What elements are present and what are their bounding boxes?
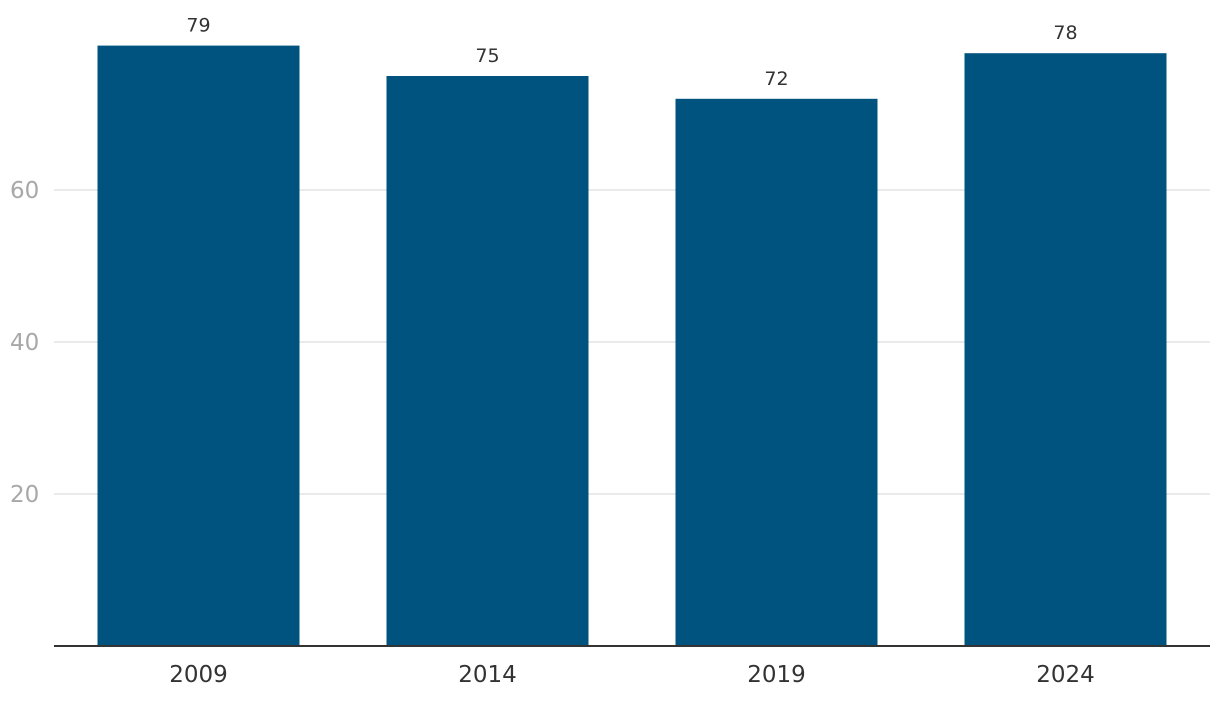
bar-2014: [386, 76, 589, 646]
x-tick-label-2009: 2009: [169, 662, 228, 688]
data-label-2014: 75: [475, 45, 499, 67]
x-tick-label-2019: 2019: [747, 662, 806, 688]
y-axis-ticks: 20 40 60: [10, 178, 39, 508]
data-label-2024: 78: [1053, 22, 1077, 44]
y-tick-label: 20: [10, 482, 39, 508]
data-label-2009: 79: [186, 15, 210, 37]
x-axis-ticks: 2009 2014 2019 2024: [169, 662, 1095, 688]
bars: [97, 45, 1167, 647]
x-tick-label-2024: 2024: [1036, 662, 1095, 688]
bar-2019: [675, 98, 878, 647]
data-label-2019: 72: [764, 68, 788, 90]
data-labels: 79 75 72 78: [186, 15, 1077, 90]
bar-2024: [964, 53, 1167, 646]
x-tick-label-2014: 2014: [458, 662, 517, 688]
y-tick-label: 60: [10, 178, 39, 204]
bar-2009: [97, 45, 300, 647]
y-tick-label: 40: [10, 330, 39, 356]
